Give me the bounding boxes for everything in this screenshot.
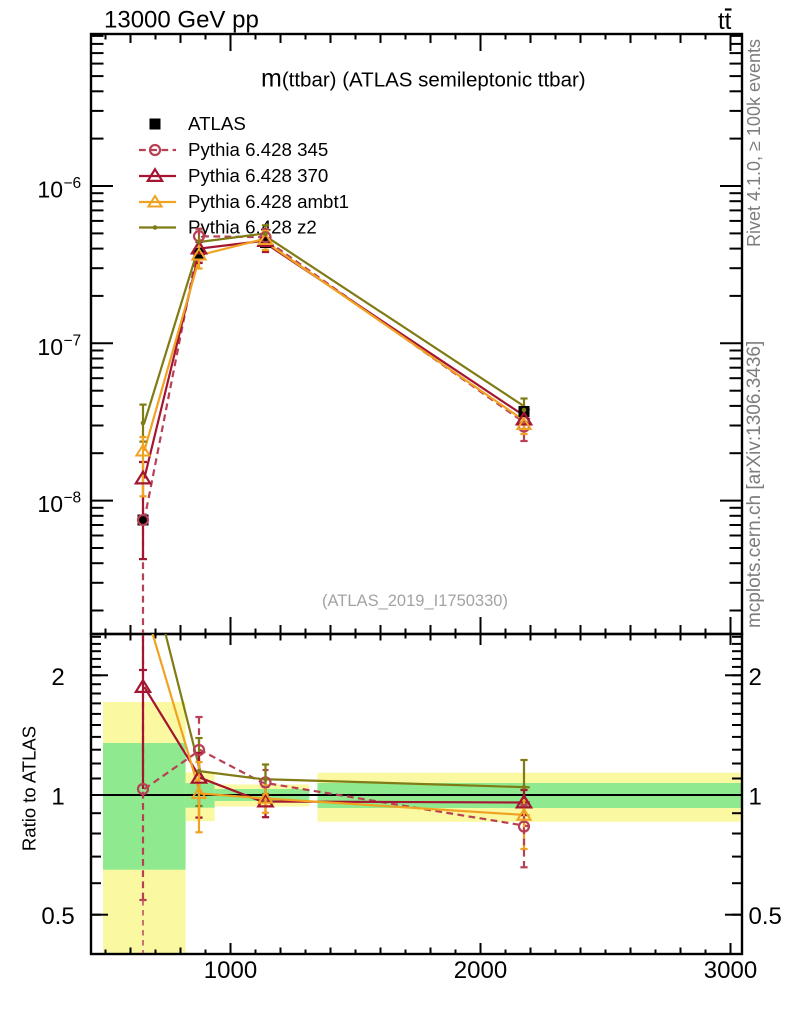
svg-text:10: 10 <box>37 177 63 203</box>
svg-text:(ATLAS_2019_I1750330): (ATLAS_2019_I1750330) <box>322 592 508 610</box>
svg-text:−7: −7 <box>64 332 82 349</box>
svg-text:3000: 3000 <box>704 957 757 984</box>
svg-text:1: 1 <box>749 784 762 811</box>
svg-text:Pythia 6.428 ambt1: Pythia 6.428 ambt1 <box>188 191 349 212</box>
svg-text:ATLAS: ATLAS <box>188 113 246 134</box>
svg-text:10: 10 <box>37 491 63 517</box>
svg-text:2000: 2000 <box>454 957 507 984</box>
svg-text:2: 2 <box>51 664 64 691</box>
svg-text:Pythia 6.428 z2: Pythia 6.428 z2 <box>188 217 317 238</box>
svg-text:Rivet 4.1.0, ≥ 100k events: Rivet 4.1.0, ≥ 100k events <box>744 39 764 247</box>
svg-text:mcplots.cern.ch [arXiv:1306.34: mcplots.cern.ch [arXiv:1306.3436] <box>744 341 765 628</box>
svg-text:Pythia 6.428 345: Pythia 6.428 345 <box>188 139 328 160</box>
svg-text:1000: 1000 <box>204 957 257 984</box>
svg-text:0.5: 0.5 <box>749 903 782 930</box>
svg-text:−6: −6 <box>64 175 82 192</box>
svg-text:tt: tt <box>718 8 732 35</box>
svg-text:−8: −8 <box>64 490 82 507</box>
svg-text:m(ttbar) (ATLAS semileptonic t: m(ttbar) (ATLAS semileptonic ttbar) <box>261 65 586 93</box>
svg-text:13000 GeV pp: 13000 GeV pp <box>104 7 259 34</box>
svg-text:0.5: 0.5 <box>41 903 74 930</box>
svg-text:10: 10 <box>37 334 63 360</box>
svg-text:Ratio to ATLAS: Ratio to ATLAS <box>19 726 40 851</box>
svg-text:2: 2 <box>749 664 762 691</box>
svg-text:Pythia 6.428 370: Pythia 6.428 370 <box>188 165 328 186</box>
svg-text:1: 1 <box>51 784 64 811</box>
